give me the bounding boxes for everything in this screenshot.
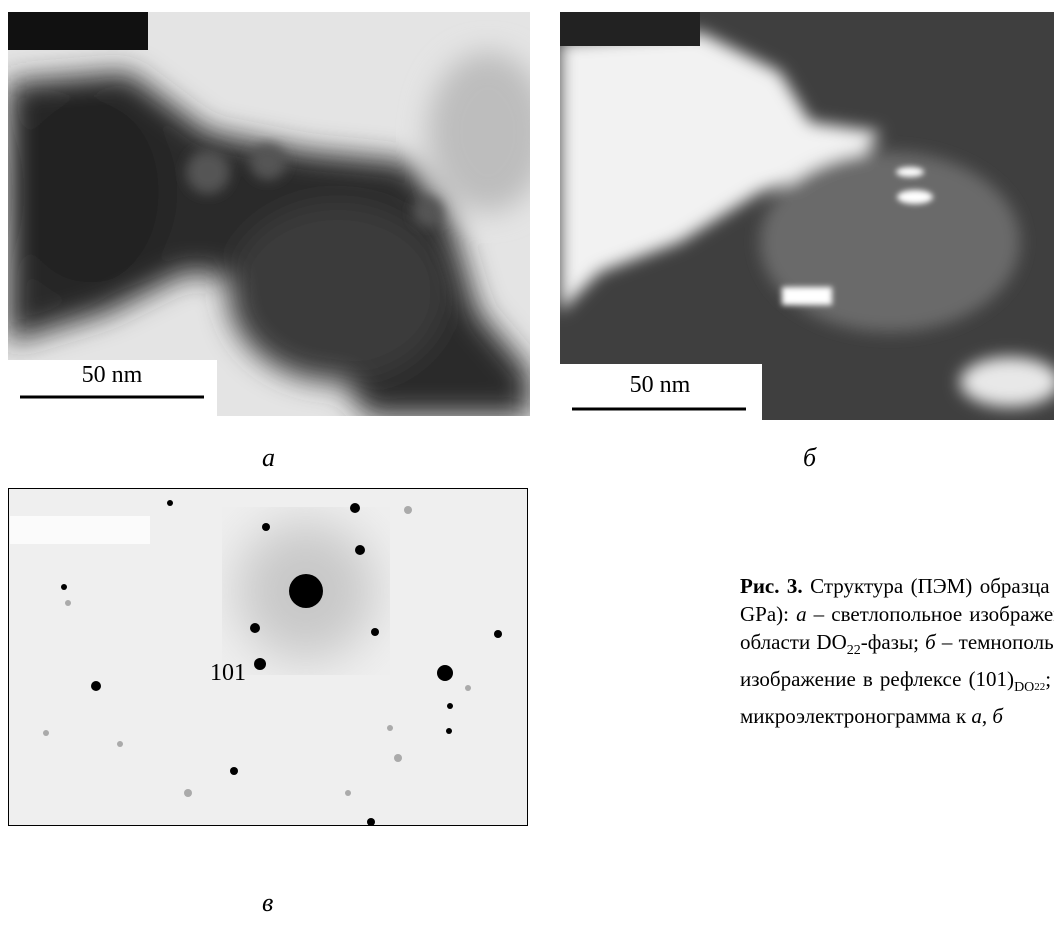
caption-text: -фазы; — [861, 630, 925, 654]
spot-label: 101 — [210, 660, 246, 686]
caption-letter: а — [971, 704, 982, 728]
panel-b-image: 50 nm — [560, 12, 1054, 420]
figure-caption: Рис. 3. Структура (ПЭМ) образца (20 GPa)… — [740, 572, 1054, 730]
caption-letter: б — [925, 630, 936, 654]
scale-bar-label: 50 nm — [630, 372, 691, 398]
caption-text: , — [982, 704, 993, 728]
caption-letter: а — [796, 602, 807, 626]
panel-letter: в — [262, 888, 273, 918]
caption-text: ; — [1045, 667, 1054, 691]
panel-a-image: 50 nm — [8, 12, 530, 416]
caption-subscript: DO — [1014, 680, 1034, 695]
caption-label: Рис. 3. — [740, 574, 803, 598]
panel-letter: б — [803, 443, 816, 473]
caption-subscript: 22 — [1034, 681, 1045, 693]
caption-subscript: 22 — [847, 643, 861, 658]
panel-c-image: 101 — [8, 488, 528, 826]
page: 50 nm а 50 nm б 101 в Рис. 3. Структура … — [0, 0, 1054, 927]
panel-letter: а — [262, 443, 275, 473]
caption-letter: б — [992, 704, 1003, 728]
scale-bar-label: 50 nm — [82, 362, 143, 388]
